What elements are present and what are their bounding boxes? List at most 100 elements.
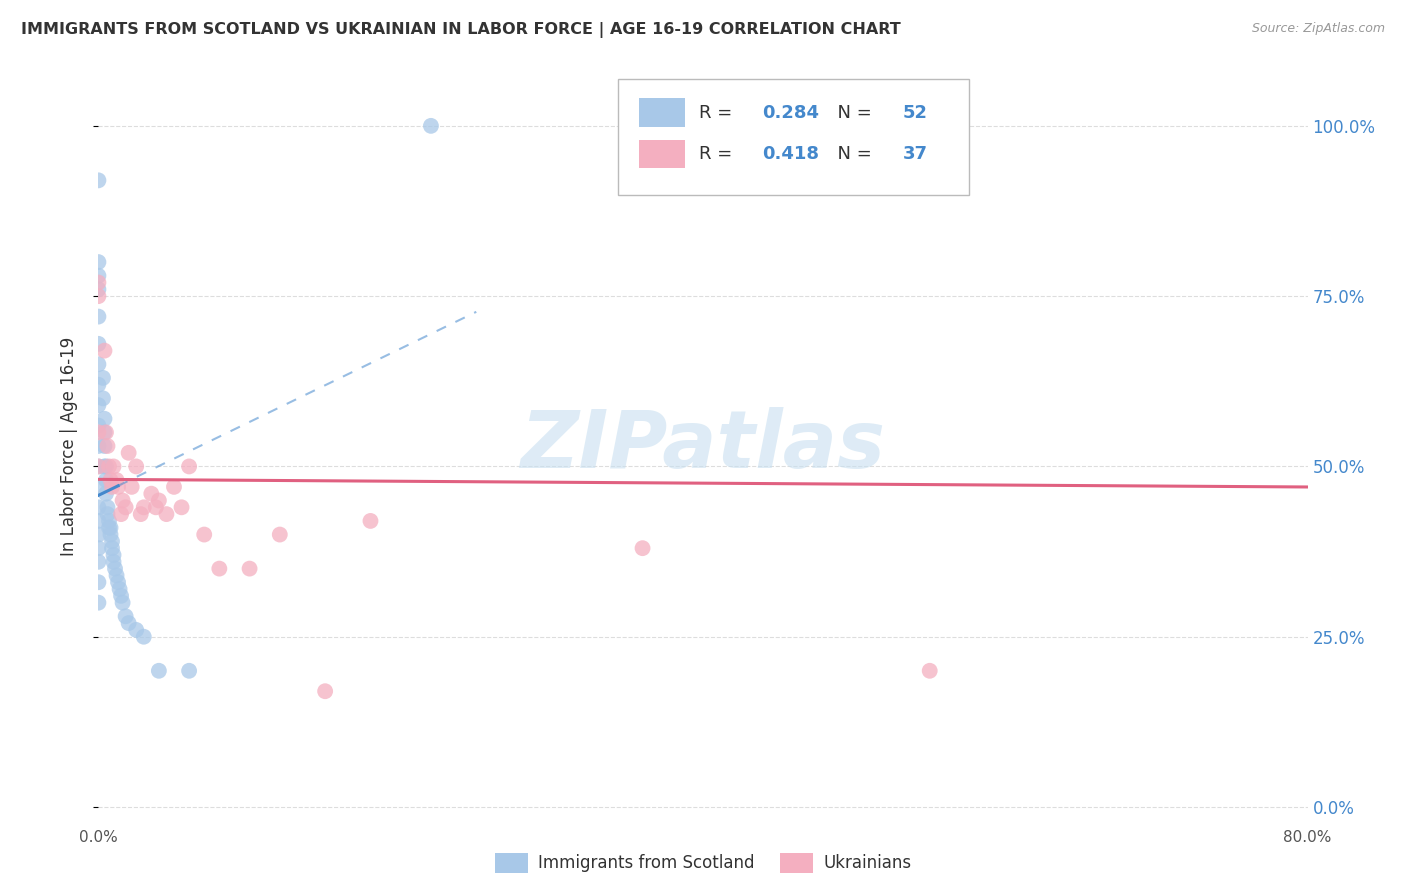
Point [91,392,114,406]
Point [87,439,110,453]
Point [98,521,121,535]
Point [87,398,110,412]
Point [111,493,134,508]
Text: 37: 37 [903,145,928,162]
Point [118,616,141,631]
Point [170,500,193,515]
Point [87,500,110,515]
Point [420,119,443,133]
Point [98,459,121,474]
Point [100,527,122,541]
Point [918,119,941,133]
Point [179,664,201,678]
Point [87,289,110,303]
Text: 52: 52 [903,103,928,121]
Point [87,357,110,371]
Point [269,527,291,541]
Point [96,500,118,515]
Point [111,596,134,610]
Point [87,268,110,283]
Point [360,514,382,528]
Point [208,561,231,575]
Text: R =: R = [699,145,738,162]
Legend: Immigrants from Scotland, Ukrainians: Immigrants from Scotland, Ukrainians [488,847,918,880]
Point [87,541,110,556]
Point [93,439,115,453]
Point [87,282,110,296]
Text: ZIPatlas: ZIPatlas [520,407,886,485]
Point [87,459,110,474]
Point [87,555,110,569]
Point [179,459,201,474]
Point [141,486,163,500]
Text: Source: ZipAtlas.com: Source: ZipAtlas.com [1251,22,1385,36]
FancyBboxPatch shape [619,78,969,195]
Point [87,425,110,440]
Point [87,480,110,494]
Text: IMMIGRANTS FROM SCOTLAND VS UKRAINIAN IN LABOR FORCE | AGE 16-19 CORRELATION CHA: IMMIGRANTS FROM SCOTLAND VS UKRAINIAN IN… [21,22,901,38]
Text: N =: N = [827,145,877,162]
Y-axis label: In Labor Force | Age 16-19: In Labor Force | Age 16-19 [59,336,77,556]
Point [103,555,125,569]
Text: 0.418: 0.418 [762,145,820,162]
Point [87,276,110,290]
Point [94,486,117,500]
Point [125,459,148,474]
Point [118,446,141,460]
Point [94,473,117,487]
Point [114,500,136,515]
Point [87,336,110,351]
Point [132,500,155,515]
Point [103,548,125,562]
Point [87,377,110,392]
Point [87,459,110,474]
Point [108,582,131,596]
Point [121,480,143,494]
Point [87,418,110,433]
Point [314,684,336,698]
Point [155,507,177,521]
Point [94,459,117,474]
Text: 0.284: 0.284 [762,103,820,121]
Point [98,514,121,528]
Point [87,514,110,528]
Point [103,459,125,474]
Point [110,589,132,603]
Point [631,541,654,556]
Point [93,459,115,474]
Point [145,500,167,515]
Point [87,527,110,541]
Point [101,541,124,556]
Point [93,343,115,358]
Text: N =: N = [827,103,877,121]
Text: R =: R = [699,103,738,121]
Point [918,664,941,678]
Point [87,575,110,590]
Point [87,310,110,324]
Point [148,493,170,508]
Point [132,630,155,644]
Point [239,561,262,575]
Point [94,425,117,440]
Point [87,255,110,269]
Point [101,534,124,549]
Point [107,480,129,494]
Point [193,527,215,541]
Point [163,480,186,494]
Point [129,507,152,521]
Point [100,473,122,487]
Point [91,371,114,385]
Point [107,575,129,590]
Point [101,480,124,494]
Point [105,568,128,582]
Bar [638,139,685,168]
Bar [638,98,685,127]
Point [105,473,128,487]
Point [148,664,170,678]
Point [100,521,122,535]
Point [104,561,127,575]
Point [125,623,148,637]
Point [93,425,115,440]
Point [96,507,118,521]
Point [114,609,136,624]
